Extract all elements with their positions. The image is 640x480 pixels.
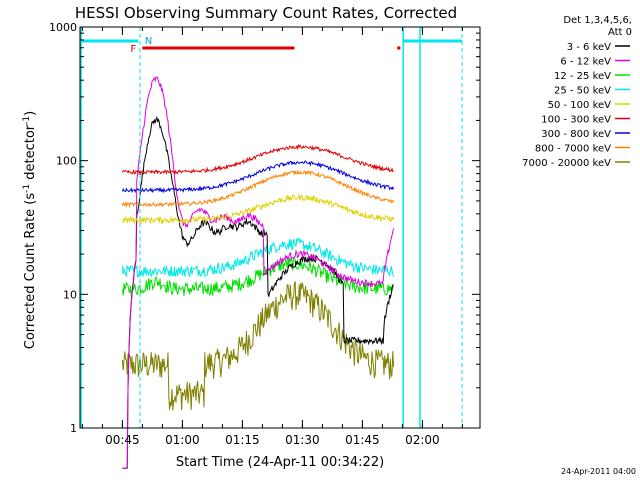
- legend-header: Att 0: [608, 27, 632, 38]
- y-tick-label: 1000: [49, 21, 77, 34]
- y-axis: 1 10 100 1000: [49, 21, 480, 435]
- series-line-6-12-kev: [122, 76, 395, 469]
- x-tick-label: 01:15: [225, 433, 260, 447]
- y-tick-label: 100: [56, 155, 77, 168]
- legend-label: 50 - 100 keV: [548, 100, 612, 111]
- series-line-100-300-kev: [121, 143, 394, 176]
- legend-label: 6 - 12 keV: [560, 57, 611, 68]
- plot-frame: [79, 26, 481, 429]
- y-tick-label: 10: [63, 288, 77, 301]
- legend-label: 100 - 300 keV: [541, 115, 611, 126]
- legend-label: 3 - 6 keV: [567, 42, 611, 53]
- y-tick-label: 1: [70, 422, 77, 435]
- y-axis-label: Corrected Count Rate (s-1 detector-1): [22, 111, 38, 349]
- series-line-25-50-kev: [121, 238, 395, 278]
- series-line-3-6-kev: [122, 115, 394, 469]
- x-tick-label: 01:00: [165, 433, 200, 447]
- series-line-7000-20000-kev: [121, 280, 395, 411]
- series-line-800-7000-kev: [121, 169, 395, 209]
- flare-flag-label: F: [130, 44, 136, 55]
- x-axis: 00:45 01:00 01:15 01:30 01:45 02:00: [81, 27, 463, 447]
- series-line-50-100-kev: [122, 193, 395, 225]
- series-line-12-25-kev: [121, 255, 395, 297]
- legend-label: 25 - 50 keV: [554, 86, 611, 97]
- legend-label: 7000 - 20000 keV: [522, 158, 611, 169]
- timestamp: 24-Apr-2011 04:00: [561, 467, 636, 476]
- x-tick-label: 02:00: [405, 433, 440, 447]
- series-line-300-800-kev: [121, 160, 395, 194]
- legend-label: 800 - 7000 keV: [535, 144, 611, 155]
- x-tick-label: 01:45: [345, 433, 380, 447]
- night-flag-label: N: [145, 36, 152, 47]
- x-tick-label: 01:30: [285, 433, 320, 447]
- flag-bars: FN: [80, 36, 462, 55]
- legend-header: Det 1,3,4,5,6,: [563, 15, 632, 26]
- legend-label: 12 - 25 keV: [554, 71, 611, 82]
- legend-label: 300 - 800 keV: [541, 129, 611, 140]
- x-axis-label: Start Time (24-Apr-11 00:34:22): [176, 455, 384, 470]
- plot-area: FN: [79, 26, 481, 469]
- chart-title: HESSI Observing Summary Count Rates, Cor…: [75, 4, 457, 22]
- legend: Det 1,3,4,5,6,Att 0 3 - 6 keV 6 - 12 keV 12…: [522, 15, 632, 169]
- x-tick-label: 00:45: [105, 433, 140, 447]
